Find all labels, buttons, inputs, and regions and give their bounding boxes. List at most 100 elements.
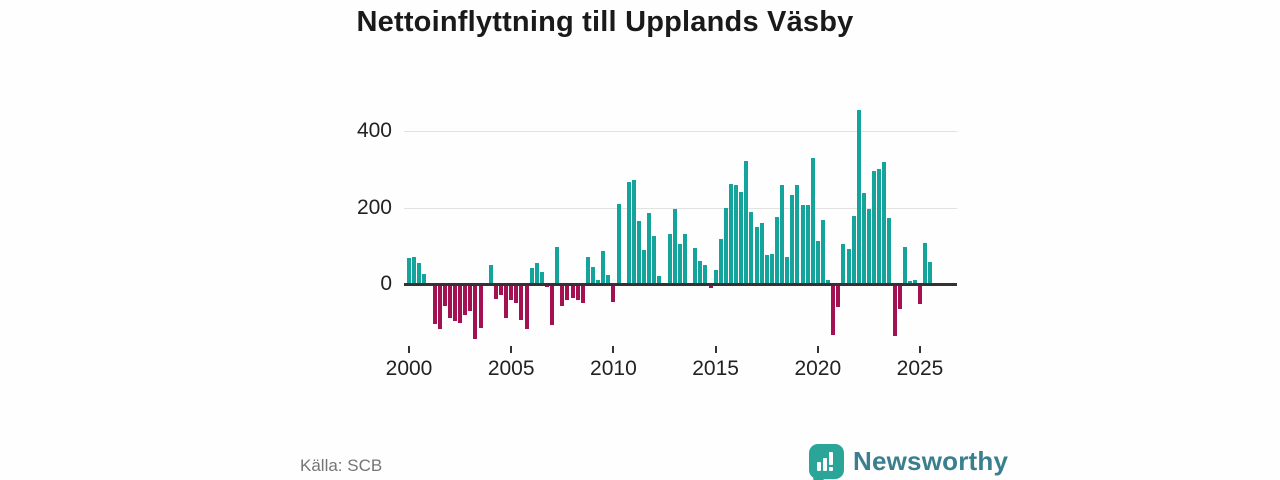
newsworthy-logo: Newsworthy xyxy=(809,443,1008,480)
bar-positive xyxy=(488,264,493,284)
bar-positive xyxy=(826,280,830,284)
logo-exclamation-dot-icon xyxy=(829,467,833,471)
bar-negative xyxy=(897,285,902,310)
bar-positive xyxy=(841,243,846,284)
bar-positive xyxy=(902,246,907,284)
bar-negative xyxy=(447,285,452,318)
bar-positive xyxy=(672,208,677,284)
x-axis-zero-line xyxy=(404,283,957,286)
x-axis-label: 2010 xyxy=(590,357,637,380)
y-axis-label: 400 xyxy=(356,119,392,142)
chart-title: Nettoinflyttning till Upplands Väsby xyxy=(356,6,854,38)
bar-negative xyxy=(836,285,841,307)
bar-negative xyxy=(463,285,468,315)
bar-positive xyxy=(703,265,708,284)
bar-positive xyxy=(872,170,876,284)
bar-positive xyxy=(795,185,800,284)
bar-negative xyxy=(831,285,836,335)
bar-positive xyxy=(882,162,887,284)
bar-negative xyxy=(892,285,897,336)
bar-negative xyxy=(545,285,549,287)
x-axis-label: 2005 xyxy=(487,357,535,380)
x-axis-label: 2015 xyxy=(692,357,739,380)
bar-positive xyxy=(652,235,657,284)
bar-positive xyxy=(555,246,560,284)
bar-positive xyxy=(790,194,795,284)
bar-negative xyxy=(442,285,447,306)
bar-positive xyxy=(539,271,544,284)
bar-negative xyxy=(453,285,457,322)
bar-positive xyxy=(764,254,769,284)
bar-negative xyxy=(570,285,575,298)
newsworthy-bubble-icon xyxy=(809,444,844,480)
bar-positive xyxy=(805,204,810,284)
x-axis-label: 2000 xyxy=(385,357,433,380)
bar-negative xyxy=(473,285,478,339)
bar-negative xyxy=(524,285,529,329)
gridline-400 xyxy=(404,131,957,132)
bar-positive xyxy=(923,243,928,284)
bar-positive xyxy=(907,281,912,284)
bar-positive xyxy=(728,184,733,284)
bar-positive xyxy=(861,193,866,284)
bar-negative xyxy=(611,285,616,303)
bar-negative xyxy=(514,285,519,303)
bar-positive xyxy=(626,182,631,284)
bar-positive xyxy=(856,110,861,284)
bar-negative xyxy=(458,285,463,324)
bar-positive xyxy=(769,254,774,284)
bar-positive xyxy=(780,184,784,284)
bar-positive xyxy=(877,168,882,284)
bar-negative xyxy=(504,285,509,319)
x-axis-tick xyxy=(510,346,513,353)
bar-positive xyxy=(713,270,718,284)
bar-positive xyxy=(820,220,825,284)
bar-positive xyxy=(718,239,723,284)
bar-negative xyxy=(575,285,580,300)
bar-positive xyxy=(815,240,820,284)
x-axis-label: 2025 xyxy=(896,357,944,380)
bar-positive xyxy=(846,249,851,284)
x-axis-tick xyxy=(612,346,615,353)
bar-positive xyxy=(677,244,682,284)
bar-positive xyxy=(606,275,611,284)
bar-positive xyxy=(785,256,790,284)
bar-positive xyxy=(657,275,662,284)
logo-bar-icon xyxy=(817,462,821,471)
bar-positive xyxy=(851,215,856,284)
bar-positive xyxy=(534,263,539,284)
bar-positive xyxy=(912,279,917,284)
x-axis-tick xyxy=(408,346,410,353)
bar-negative xyxy=(493,285,498,300)
gridline-200 xyxy=(404,207,957,209)
bar-negative xyxy=(560,285,565,306)
y-axis-label: 200 xyxy=(356,195,392,219)
bar-positive xyxy=(774,217,779,284)
bar-negative xyxy=(437,285,442,329)
x-axis-tick xyxy=(714,346,717,353)
logo-exclamation-icon xyxy=(829,452,833,465)
bar-positive xyxy=(407,258,411,284)
bar-positive xyxy=(596,280,601,284)
bar-positive xyxy=(744,160,749,284)
bar-negative xyxy=(468,285,473,311)
bar-positive xyxy=(422,274,427,284)
logo-bar-icon xyxy=(823,458,827,471)
x-axis-label: 2020 xyxy=(794,357,842,380)
bar-positive xyxy=(647,212,652,284)
bar-negative xyxy=(708,285,713,289)
bar-negative xyxy=(580,285,585,304)
bar-positive xyxy=(585,256,590,284)
bar-positive xyxy=(800,204,805,284)
bar-positive xyxy=(866,208,871,284)
bar-positive xyxy=(759,222,764,284)
bar-positive xyxy=(682,234,687,284)
bar-positive xyxy=(529,268,534,284)
bar-negative xyxy=(509,285,514,300)
bar-positive xyxy=(887,218,892,284)
source-caption: Källa: SCB xyxy=(300,456,383,475)
bar-positive xyxy=(734,184,738,284)
bar-negative xyxy=(550,285,555,326)
